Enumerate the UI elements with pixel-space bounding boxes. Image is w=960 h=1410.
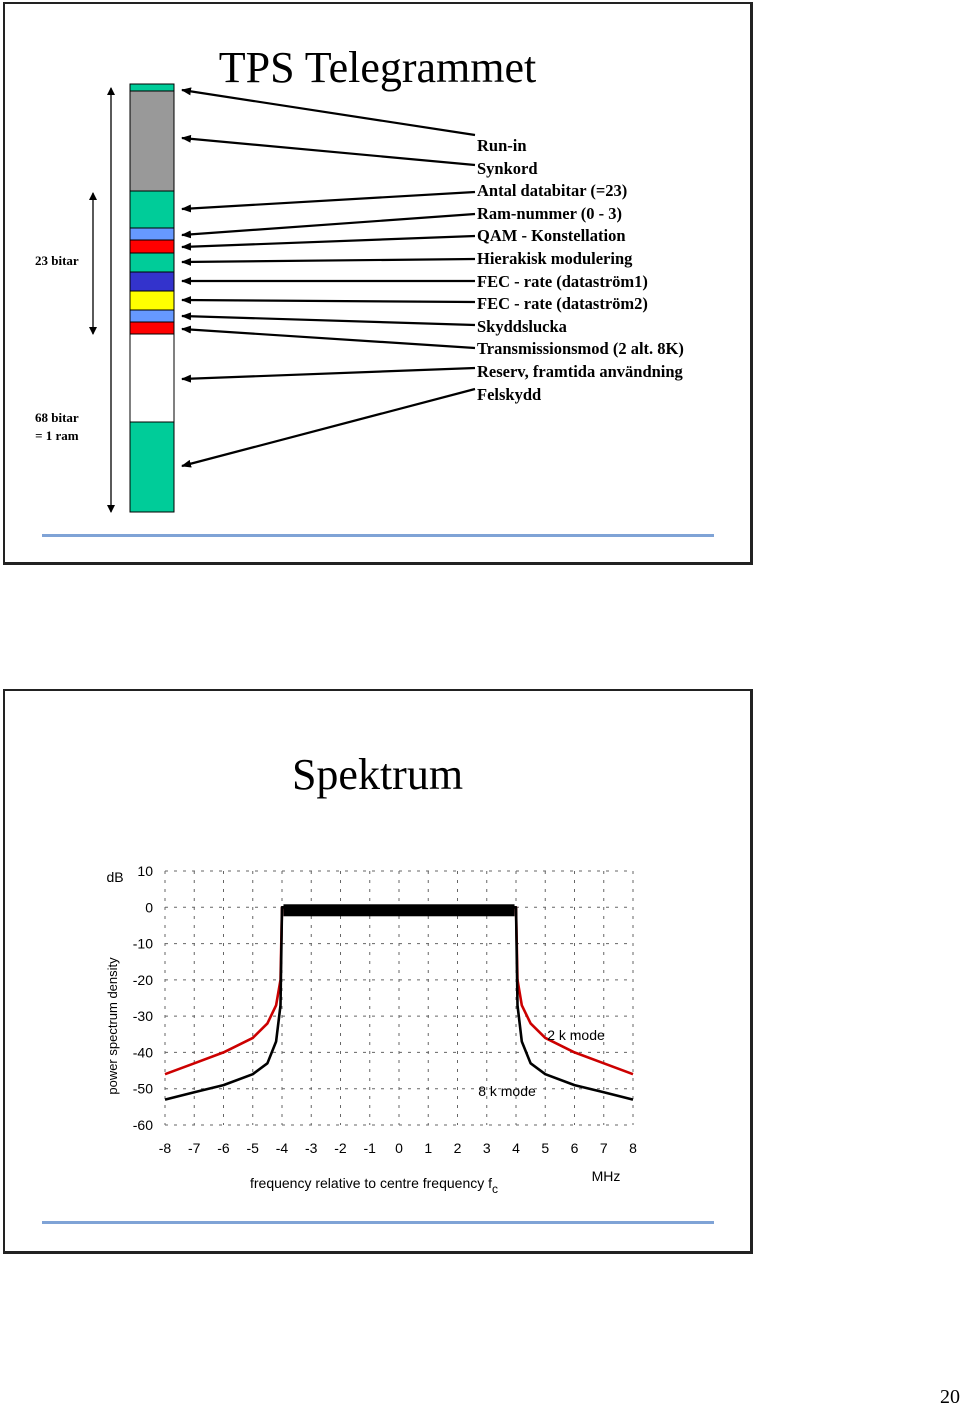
arrow-fec2	[181, 296, 476, 305]
y-tick-label: -30	[133, 1008, 153, 1024]
footer-divider	[42, 1221, 714, 1224]
x-tick-label: -4	[276, 1140, 289, 1156]
arrow-antal-databitar	[181, 190, 476, 213]
arrow-felskydd	[181, 387, 476, 468]
list-item: Synkord	[477, 158, 538, 178]
in-band-spectrum	[283, 904, 515, 917]
y-tick-label: 10	[137, 863, 153, 879]
x-tick-label: 6	[571, 1140, 579, 1156]
x-tick-label: 3	[483, 1140, 491, 1156]
x-tick-label: -7	[188, 1140, 201, 1156]
x-axis-title-text: frequency relative to centre frequency f	[250, 1175, 492, 1191]
list-item: Hierakisk modulering	[477, 248, 633, 268]
x-tick-label: 1	[424, 1140, 432, 1156]
arrow-ram-nummer	[181, 212, 476, 239]
segment-ram-nummer	[129, 227, 175, 241]
frame-bar	[129, 83, 175, 513]
segment-transmissionsmod	[129, 321, 175, 335]
segment-fec1	[129, 271, 175, 292]
tps-diagram	[89, 83, 476, 513]
x-tick-label: 5	[541, 1140, 549, 1156]
x-tick-label: -6	[217, 1140, 230, 1156]
label-68-bitar: 68 bitar = 1 ram	[35, 409, 79, 445]
arrow-qam	[181, 234, 476, 251]
x-tick-label: 4	[512, 1140, 520, 1156]
slide-spektrum: Spektrum -8 -7 -6 -5 -4 -3 -2 -1 0 1 2 3 4 5 6 7 8 10 0 -10…	[3, 689, 753, 1254]
slide-title: Spektrum	[291, 750, 464, 799]
arrow-run-in	[181, 87, 476, 137]
x-tick-label: -2	[334, 1140, 347, 1156]
x-tick-label: 2	[454, 1140, 462, 1156]
chart-ticks: -8 -7 -6 -5 -4 -3 -2 -1 0 1 2 3 4 5 6 7 8100-10-20-30-40…	[133, 863, 637, 1156]
segment-fec2	[129, 290, 175, 311]
x-tick-label: -1	[364, 1140, 377, 1156]
list-item: QAM - Konstellation	[477, 226, 626, 246]
footer-divider	[42, 534, 714, 537]
segment-run-in	[129, 83, 175, 92]
arrow-transmissionsmod	[181, 325, 476, 350]
x-tick-label: 0	[395, 1140, 403, 1156]
chart-grid	[164, 870, 634, 1126]
arrow-skyddslucka	[181, 312, 476, 327]
x-tick-label: -8	[159, 1140, 172, 1156]
y-tick-label: 0	[145, 899, 153, 915]
label-68-bitar-line1: 68 bitar	[35, 410, 79, 425]
legend-8k-mode: 8 k mode	[478, 1083, 536, 1099]
tps-field-list: Run-in Synkord Antal databitar (=23) Ram…	[477, 135, 684, 406]
slide-title: TPS Telegrammet	[218, 43, 537, 92]
y-unit-label: dB	[106, 869, 123, 885]
x-tick-label: -3	[305, 1140, 318, 1156]
y-tick-label: -10	[133, 936, 153, 952]
slide-tps-telegram: TPS Telegrammet 23 bitar 68 bitar = 1 ra…	[3, 2, 753, 565]
arrow-hierakisk	[181, 257, 476, 266]
x-tick-label: 7	[600, 1140, 608, 1156]
x-tick-label: 8	[629, 1140, 637, 1156]
pointer-arrows	[181, 87, 476, 468]
x-axis-title: frequency relative to centre frequency f…	[250, 1175, 498, 1196]
list-item: Ram-nummer (0 - 3)	[477, 203, 622, 223]
list-item: Transmissionsmod (2 alt. 8K)	[477, 339, 684, 359]
y-tick-label: -40	[133, 1044, 153, 1060]
y-tick-label: -20	[133, 972, 153, 988]
list-item: FEC - rate (dataström2)	[477, 294, 648, 314]
spectrum-chart: -8 -7 -6 -5 -4 -3 -2 -1 0 1 2 3 4 5 6 7 8100-10-20-30-40…	[105, 863, 637, 1196]
list-item: FEC - rate (dataström1)	[477, 271, 648, 291]
chart-series	[164, 904, 634, 1101]
y-tick-label: -50	[133, 1081, 153, 1097]
segment-felskydd	[129, 421, 175, 513]
y-tick-label: -60	[133, 1117, 153, 1133]
segment-qam	[129, 239, 175, 254]
segment-antal-databitar	[129, 190, 175, 229]
page-number: 20	[940, 1386, 960, 1408]
x-unit-label: MHz	[592, 1168, 621, 1184]
list-item: Antal databitar (=23)	[477, 181, 628, 201]
y-axis-title: power spectrum density	[105, 957, 120, 1095]
arrow-synkord	[181, 134, 476, 167]
legend-2k-mode: 2 k mode	[547, 1027, 605, 1043]
segment-reserv	[129, 333, 175, 423]
list-item: Felskydd	[477, 384, 542, 404]
list-item: Skyddslucka	[477, 316, 567, 336]
x-tick-label: -5	[247, 1140, 260, 1156]
label-68-bitar-line2: = 1 ram	[35, 428, 79, 443]
list-item: Run-in	[477, 136, 527, 155]
label-23-bitar: 23 bitar	[35, 253, 79, 268]
segment-synkord	[129, 90, 175, 192]
x-axis-title-subscript: c	[492, 1182, 498, 1196]
segment-skyddslucka	[129, 309, 175, 323]
list-item: Reserv, framtida användning	[477, 361, 683, 381]
arrow-reserv	[181, 366, 476, 383]
segment-hierakisk	[129, 252, 175, 273]
